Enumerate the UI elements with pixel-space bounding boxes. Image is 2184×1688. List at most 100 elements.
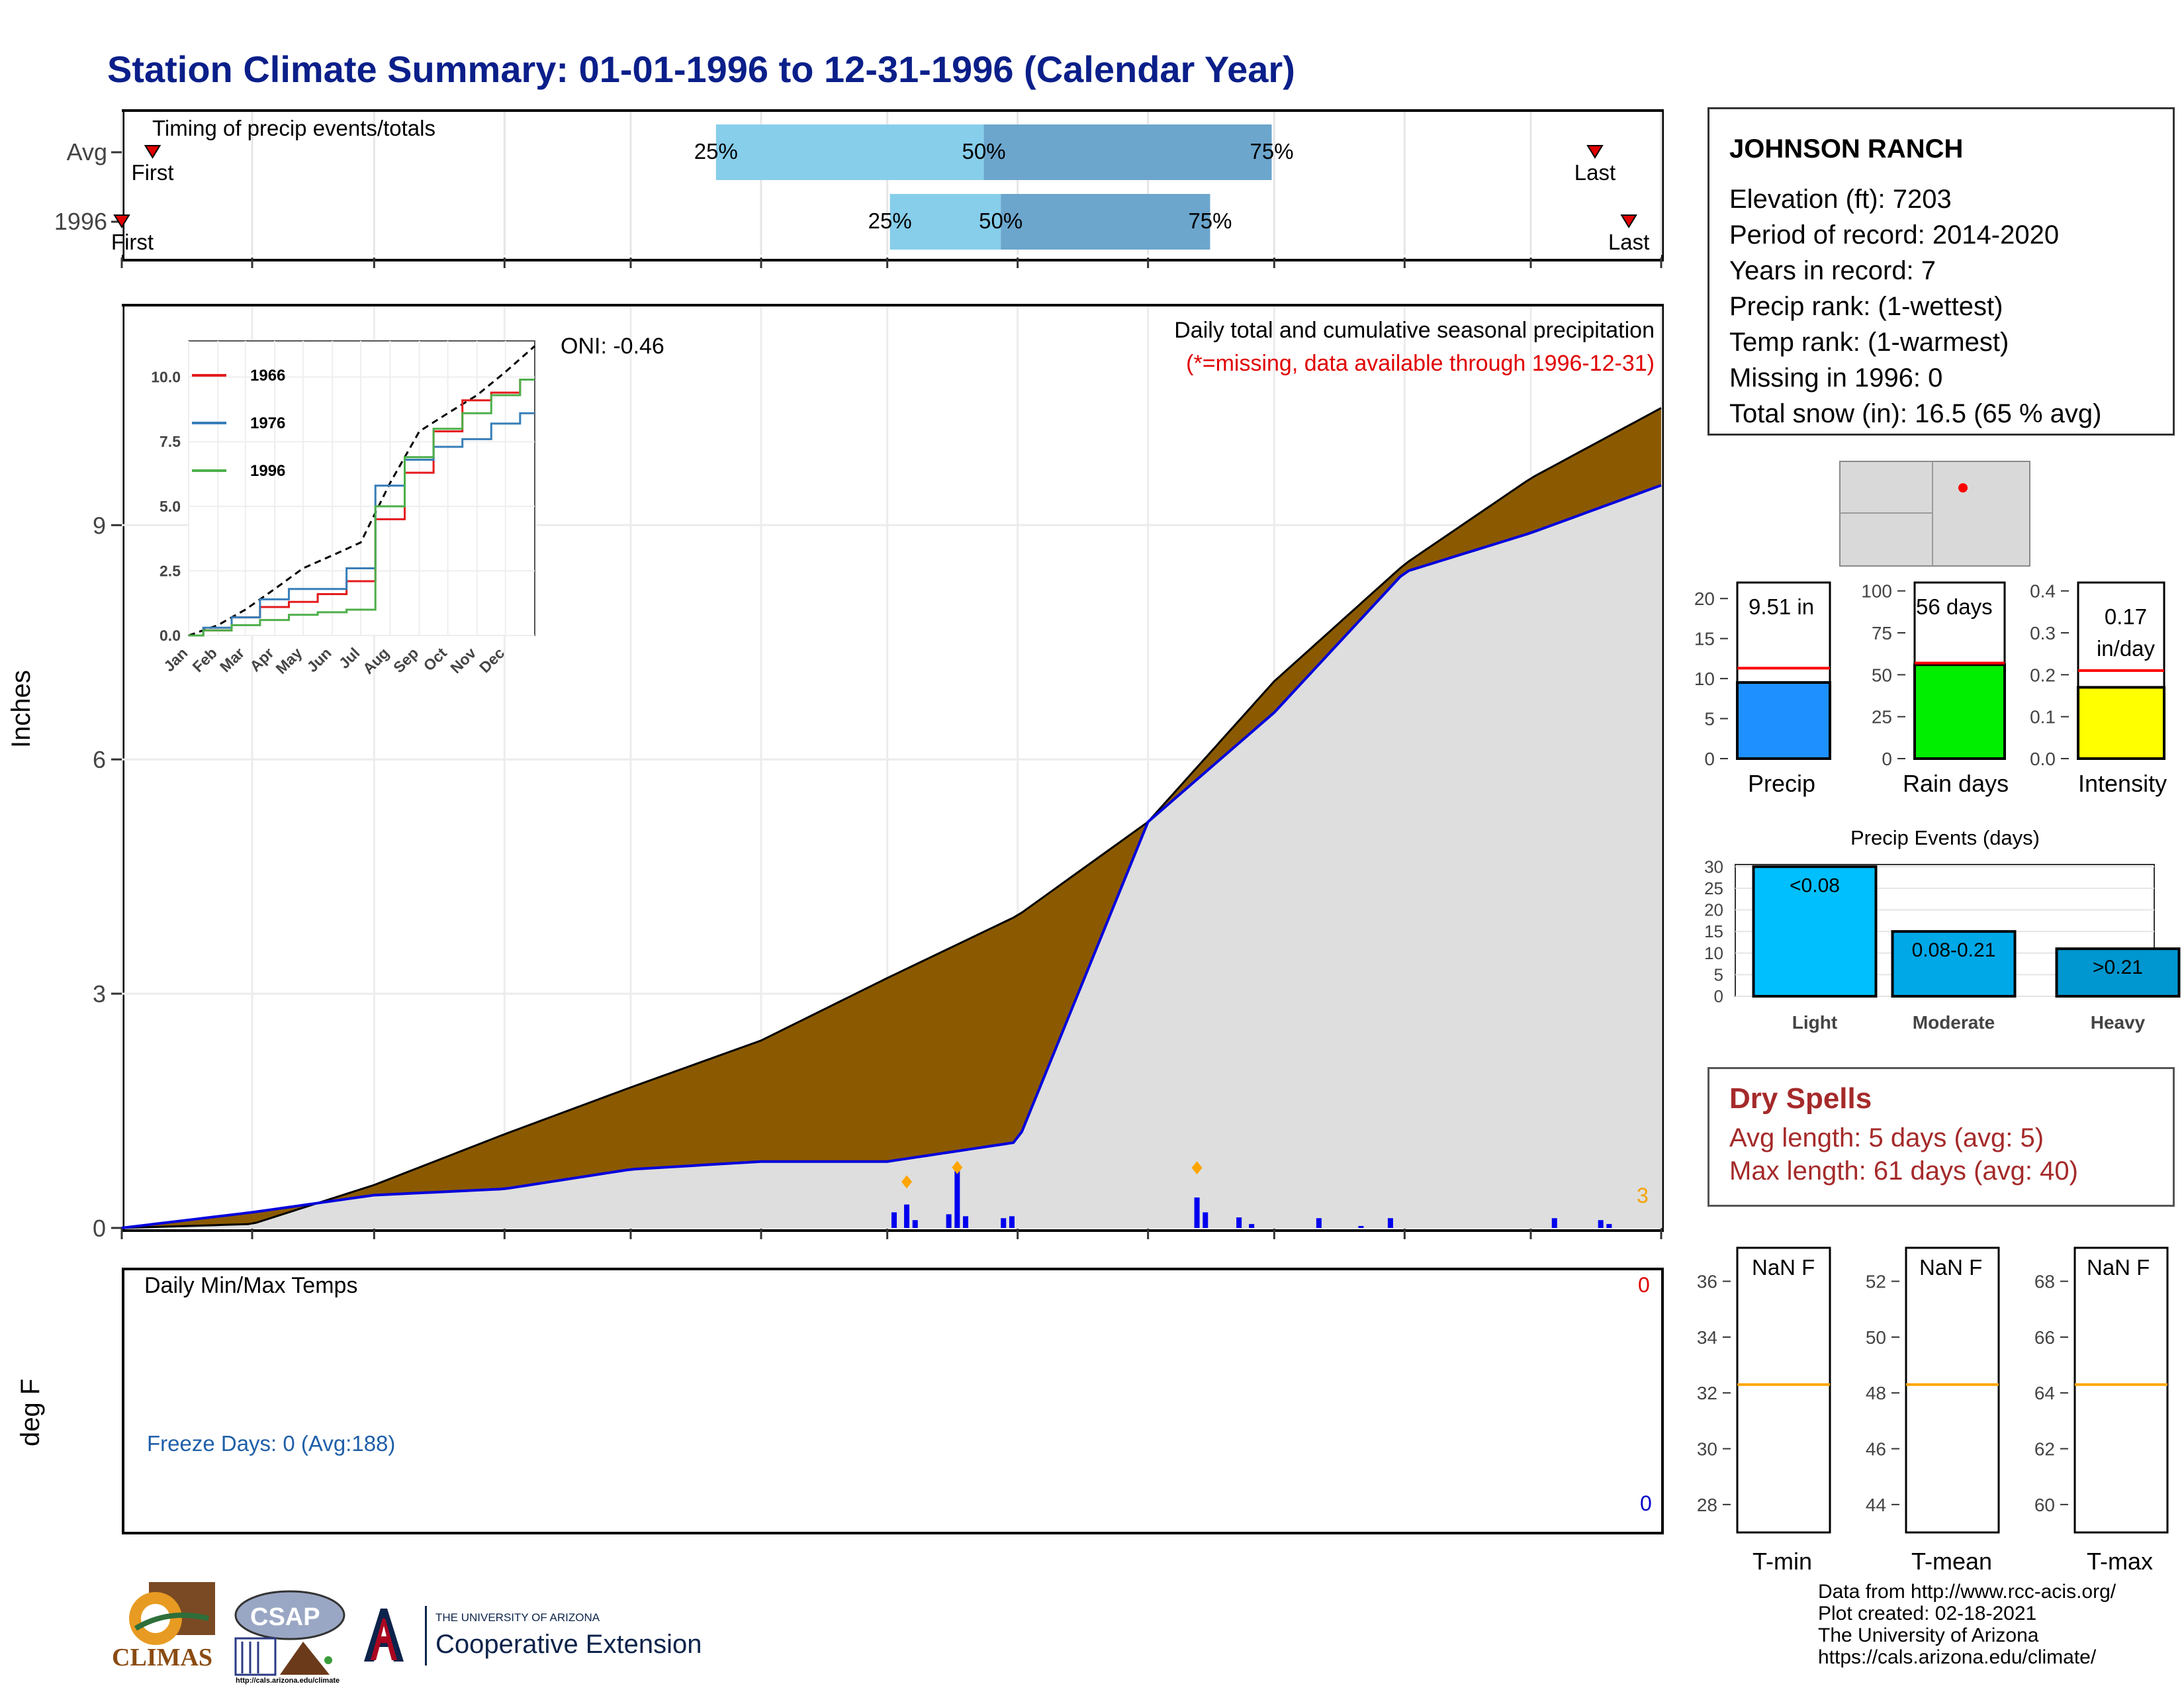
events-ytick: 30	[1704, 857, 1723, 876]
daily-precip-bar	[1387, 1218, 1393, 1228]
small-bar-tick: 5	[1704, 709, 1715, 729]
inset-xtick: Apr	[246, 644, 277, 675]
temp-box-tick: 48	[1866, 1383, 1886, 1403]
inset-ytick: 0.0	[159, 627, 181, 644]
daily-precip-bar	[1203, 1212, 1208, 1228]
temp-label: Daily Min/Max Temps	[144, 1273, 358, 1298]
dry-spells-max: Max length: 61 days (avg: 40)	[1729, 1156, 2078, 1186]
inset-series-line	[189, 379, 535, 637]
heavy-event-marker	[901, 1175, 913, 1189]
inset-average-line	[188, 345, 535, 637]
inset-legend-label: 1996	[250, 462, 285, 480]
inset-legend-label: 1976	[250, 414, 285, 432]
daily-precip-bar	[904, 1204, 910, 1228]
events-ytick: 5	[1714, 964, 1723, 984]
precip-ylabel: Inches	[7, 670, 36, 748]
small-bar-tick: 0.4	[2030, 581, 2056, 602]
station-info-box: JOHNSON RANCH Elevation (ft): 7203 Perio…	[1707, 107, 2175, 436]
station-name: JOHNSON RANCH	[1729, 134, 1964, 164]
events-title: Precip Events (days)	[1850, 826, 2040, 849]
temp-box-tick: 62	[2034, 1439, 2055, 1460]
uofa-big-text: Cooperative Extension	[435, 1630, 702, 1659]
event-category: Heavy	[2091, 1012, 2146, 1033]
temp-box-tick: 66	[2034, 1327, 2055, 1348]
temp-ylabel: deg F	[16, 1378, 45, 1446]
heavy-event-marker	[952, 1160, 963, 1174]
uofa-small-text: THE UNIVERSITY OF ARIZONA	[435, 1611, 600, 1624]
station-line: Missing in 1996: 0	[1729, 363, 1943, 393]
events-ytick: 0	[1714, 986, 1723, 1006]
inset-legend-label: 1966	[250, 367, 285, 385]
temp-box-tick: 64	[2034, 1383, 2055, 1403]
temp-box-tick: 50	[1866, 1327, 1886, 1348]
inset-xtick: Jul	[336, 644, 363, 672]
inset-xtick: Feb	[189, 644, 220, 675]
timing-box-lower	[715, 124, 984, 180]
precip-ytick: 9	[93, 512, 106, 539]
temp-max-count: 0	[1638, 1273, 1650, 1297]
daily-precip-bar	[1249, 1224, 1255, 1228]
inset-xtick: Oct	[420, 644, 451, 675]
dry-spells-avg: Avg length: 5 days (avg: 5)	[1729, 1123, 2044, 1152]
tmean-label: T-mean	[1911, 1548, 1993, 1575]
uofa-logo: THE UNIVERSITY OF ARIZONA Cooperative Ex…	[357, 1602, 728, 1675]
daily-precip-bar	[946, 1214, 952, 1228]
timing-p50: 50%	[979, 209, 1023, 233]
small-bar-tick: 100	[1861, 581, 1892, 602]
last-marker	[1586, 145, 1604, 159]
events-ytick: 15	[1704, 921, 1723, 941]
event-category: Moderate	[1913, 1012, 1995, 1033]
daily-precip-bar	[963, 1216, 969, 1228]
heavy-event-marker	[1191, 1161, 1203, 1175]
daily-precip-bar	[912, 1220, 918, 1228]
temp-box-frame	[1905, 1246, 2000, 1534]
events-ytick: 20	[1704, 900, 1723, 920]
last-label: Last	[1608, 230, 1649, 254]
daily-precip-bar	[1606, 1224, 1612, 1228]
tmin-value: NaN F	[1752, 1255, 1815, 1280]
temp-box-tick: 52	[1866, 1272, 1886, 1292]
station-line: Elevation (ft): 7203	[1729, 185, 1952, 214]
csap-text: CSAP	[250, 1603, 320, 1631]
small-bar-tick: 50	[1872, 665, 1892, 685]
csap-url: http://cals.arizona.edu/climate	[236, 1677, 340, 1685]
daily-precip-bar	[891, 1212, 897, 1228]
small-bar-tick: 0.1	[2030, 707, 2056, 727]
small-bar-tick: 15	[1694, 629, 1715, 649]
tmax-label: T-max	[2087, 1548, 2154, 1575]
oni-label: ONI: -0.46	[561, 334, 664, 359]
inset-xtick: Jun	[303, 644, 334, 675]
small-bar-tick: 0	[1882, 749, 1892, 769]
first-marker	[113, 214, 130, 228]
page-title: Station Climate Summary: 01-01-1996 to 1…	[107, 48, 1295, 90]
small-bar-tick: 20	[1694, 588, 1715, 609]
event-bar	[2055, 947, 2181, 998]
event-bar	[1752, 865, 1878, 998]
daily-precip-bar	[1009, 1216, 1015, 1228]
footer-credits: Data from http://www.rcc-acis.org/ Plot …	[1818, 1581, 2116, 1668]
timing-box-lower	[889, 194, 1001, 250]
climas-logo: CLIMAS	[109, 1582, 222, 1675]
first-label: First	[131, 160, 173, 185]
inset-ytick: 10.0	[151, 369, 181, 386]
precip-ytick: 3	[93, 980, 106, 1008]
temp-box-tick: 32	[1697, 1383, 1717, 1403]
timing-row-label: 1996	[54, 208, 107, 235]
inset-xtick: Aug	[359, 644, 392, 677]
temp-box-tick: 36	[1697, 1272, 1717, 1292]
temp-panel	[122, 1268, 1664, 1534]
daily-precip-bar	[1358, 1226, 1364, 1228]
events-ytick: 10	[1704, 943, 1723, 963]
corner-count: 3	[1637, 1184, 1649, 1207]
inset-series-line	[189, 412, 535, 637]
climas-text: CLIMAS	[112, 1644, 213, 1671]
uofa-divider	[425, 1606, 427, 1665]
temp-box-tick: 34	[1697, 1327, 1717, 1348]
station-line: Temp rank: (1-warmest)	[1729, 328, 2009, 357]
inset-ytick: 7.5	[159, 433, 181, 450]
observed-cumulative-fill	[122, 485, 1661, 1229]
side-charts: 0510152002550751000.00.10.20.30.40510152…	[1694, 461, 2181, 1534]
temp-box-tick: 60	[2034, 1495, 2055, 1515]
uofa-a-icon	[364, 1609, 404, 1662]
inset-ytick: 2.5	[159, 562, 181, 579]
